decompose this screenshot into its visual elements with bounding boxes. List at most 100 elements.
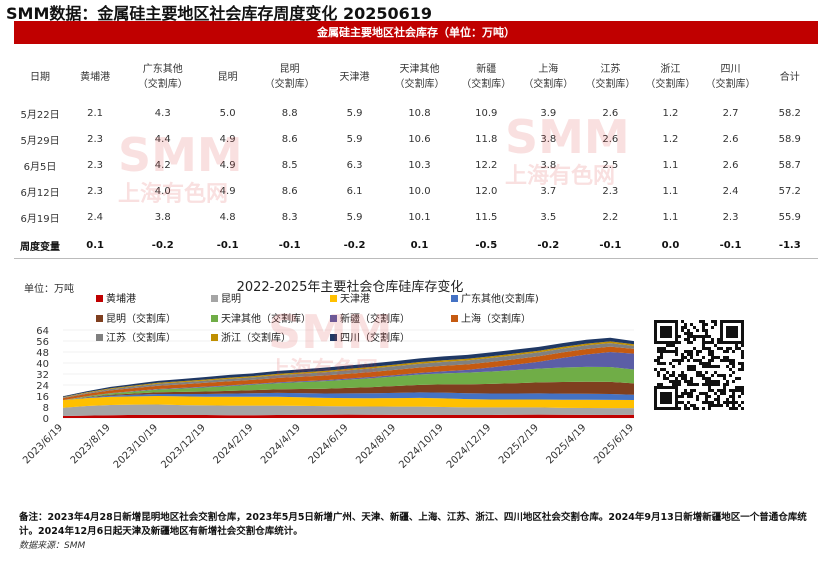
qr-module	[696, 359, 699, 362]
table-cell: 2.3	[87, 133, 104, 145]
column-header-label: 广东其他	[142, 64, 183, 75]
qr-module	[711, 401, 714, 404]
qr-module	[672, 374, 675, 377]
area-series	[63, 404, 634, 416]
y-tick-label: 32	[36, 370, 49, 381]
qr-module	[675, 383, 678, 386]
x-tick-label: 2024/2/19	[211, 422, 255, 466]
table-cell: -0.5	[475, 239, 498, 251]
qr-module	[702, 383, 705, 386]
table-cell: 57.2	[778, 185, 801, 197]
x-tick-label: 2025/6/19	[592, 422, 636, 466]
table-cell: 10.8	[408, 107, 431, 119]
table-banner-bar	[14, 21, 818, 44]
qr-module	[714, 380, 717, 383]
table-row: 6月5日 2.3 4.2 4.9 8.5 6.3 10.3 12.2 3.8 2.5 1.1 2.6 5…	[14, 152, 818, 178]
qr-module	[714, 404, 717, 407]
qr-module	[690, 323, 693, 326]
qr-module	[732, 401, 735, 404]
qr-module	[729, 347, 732, 350]
qr-module	[729, 374, 732, 377]
qr-module	[696, 374, 699, 377]
qr-module	[723, 350, 726, 353]
qr-module	[708, 404, 711, 407]
qr-module	[702, 407, 705, 410]
qr-module	[678, 395, 681, 398]
qr-module	[663, 347, 666, 350]
table-cell: -0.2	[537, 239, 560, 251]
table-cell: 5.9	[346, 211, 363, 223]
qr-code-image	[654, 320, 744, 410]
column-header-sublabel: （交割库）	[394, 79, 445, 90]
qr-finder	[660, 326, 672, 338]
qr-module	[681, 329, 684, 332]
qr-module	[726, 347, 729, 350]
qr-module	[729, 407, 732, 410]
qr-module	[678, 341, 681, 344]
qr-module	[738, 404, 741, 407]
x-tick-label: 2024/8/19	[354, 422, 398, 466]
qr-module	[669, 374, 672, 377]
data-source: 数据来源：SMM	[19, 541, 86, 551]
qr-module	[723, 401, 726, 404]
qr-module	[666, 371, 669, 374]
y-tick-label: 8	[43, 403, 49, 414]
legend-label: 浙江（交割库）	[221, 331, 291, 344]
table-cell: 3.8	[540, 133, 557, 145]
column-header-label: 合计	[779, 71, 800, 83]
qr-module	[681, 377, 684, 380]
legend-swatch	[330, 334, 337, 341]
qr-module	[681, 356, 684, 359]
qr-module	[681, 326, 684, 329]
qr-module	[678, 380, 681, 383]
qr-module	[723, 374, 726, 377]
qr-finder	[726, 326, 738, 338]
x-tick-label: 2024/4/19	[259, 422, 303, 466]
qr-module	[687, 395, 690, 398]
column-header-label: 江苏	[600, 64, 621, 75]
column-header: 江苏 （交割库）	[579, 54, 641, 100]
qr-module	[690, 335, 693, 338]
qr-module	[711, 383, 714, 386]
qr-module	[708, 365, 711, 368]
qr-module	[735, 377, 738, 380]
legend-label: 新疆（交割库）	[340, 312, 410, 325]
qr-module	[732, 350, 735, 353]
qr-module	[708, 362, 711, 365]
column-header-sublabel: （交割库）	[585, 79, 636, 90]
qr-module	[705, 329, 708, 332]
qr-module	[732, 395, 735, 398]
qr-module	[690, 389, 693, 392]
table-cell: 8.5	[281, 159, 298, 171]
qr-module	[687, 380, 690, 383]
qr-module	[678, 362, 681, 365]
area-series	[63, 337, 634, 397]
qr-module	[699, 335, 702, 338]
table-cell: 11.8	[475, 133, 498, 145]
x-tick-label: 2024/10/19	[397, 422, 446, 471]
qr-module	[699, 320, 702, 323]
table-cell: 2.3	[722, 211, 739, 223]
qr-module	[660, 353, 663, 356]
table-cell: 3.8	[154, 211, 171, 223]
qr-module	[705, 341, 708, 344]
qr-module	[711, 365, 714, 368]
qr-module	[711, 353, 714, 356]
qr-module	[693, 338, 696, 341]
table-cell: 5.0	[219, 107, 236, 119]
qr-module	[705, 380, 708, 383]
legend-label: 天津港	[340, 293, 370, 305]
qr-module	[717, 380, 720, 383]
table-cell: -0.1	[719, 239, 742, 251]
table-cell: 10.6	[408, 133, 431, 145]
table-cell: 4.4	[154, 133, 171, 145]
column-header-sublabel: （交割库）	[705, 79, 756, 90]
qr-module	[675, 350, 678, 353]
watermark-logo: SMM	[268, 305, 393, 359]
table-cell: -0.1	[278, 239, 301, 251]
qr-module	[702, 401, 705, 404]
table-cell: 6月12日	[20, 187, 60, 199]
chart-unit-label: 单位：万吨	[24, 284, 74, 295]
qr-module	[714, 398, 717, 401]
